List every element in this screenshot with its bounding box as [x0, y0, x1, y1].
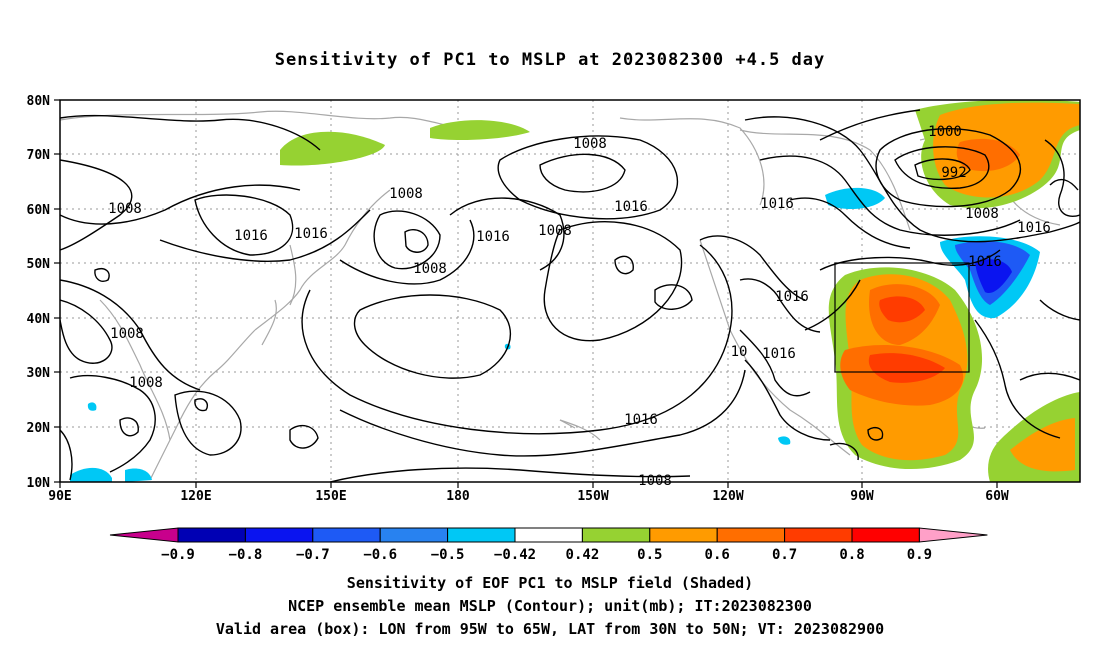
colorbar: −0.9 −0.8 −0.7 −0.6 −0.5 −0.42 0.42 0.5 0.6 0.7 0.… [109, 527, 988, 563]
colorbar-label: 0.42 [566, 547, 600, 563]
axis-ticks [54, 99, 998, 488]
contour-label: 1008 [108, 201, 142, 217]
colorbar-swatch [312, 527, 381, 543]
contour-label: 1016 [1017, 220, 1051, 236]
longitude-labels: 90E 120E 150E 180 150W 120W 90W 60W [48, 489, 1009, 504]
caption-valid-area: Valid area (box): LON from 95W to 65W, L… [215, 620, 885, 638]
contour-label: 1008 [129, 375, 163, 391]
lon-label: 150E [315, 489, 346, 504]
colorbar-swatch [581, 527, 651, 543]
lat-label: 80N [27, 94, 51, 109]
colorbar-label: 0.6 [705, 547, 730, 563]
lat-label: 40N [27, 312, 51, 327]
contour-label: 1016 [614, 199, 648, 215]
lon-label: 120E [180, 489, 211, 504]
sensitivity-shading [70, 100, 1080, 482]
colorbar-swatch [244, 527, 314, 543]
contour-label: 1016 [968, 254, 1002, 270]
caption-shading: Sensitivity of EOF PC1 to MSLP field (Sh… [346, 574, 754, 592]
contour-label: 10 [731, 344, 748, 360]
colorbar-swatch [649, 527, 718, 543]
lon-label: 90W [850, 489, 874, 504]
colorbar-swatch [379, 527, 449, 543]
lat-label: 10N [27, 476, 51, 491]
lat-label: 60N [27, 203, 51, 218]
contour-label: 1008 [413, 261, 447, 277]
colorbar-label: 0.9 [907, 547, 932, 563]
colorbar-label: −0.6 [363, 547, 397, 563]
contour-label: 1008 [389, 186, 423, 202]
map-border [59, 99, 1081, 483]
lat-label: 30N [27, 366, 51, 381]
colorbar-label: 0.8 [839, 547, 864, 563]
contour-label: 992 [941, 165, 966, 181]
colorbar-arrow-high [918, 527, 988, 543]
caption-contour: NCEP ensemble mean MSLP (Contour); unit(… [288, 597, 812, 615]
contour-label: 1000 [928, 124, 962, 140]
contour-label-layer: 1008 1016 1016 1008 1008 1016 1008 1008 … [108, 124, 1051, 489]
contour-label: 1008 [538, 223, 572, 239]
colorbar-label: −0.42 [494, 547, 536, 563]
lat-label: 50N [27, 257, 51, 272]
latitude-labels: 80N 70N 60N 50N 40N 30N 20N 10N [27, 94, 51, 491]
lat-label: 20N [27, 421, 51, 436]
contour-label: 1016 [762, 346, 796, 362]
colorbar-swatch [447, 527, 516, 543]
contour-label: 1016 [624, 412, 658, 428]
lon-label: 60W [985, 489, 1009, 504]
contour-label: 1016 [294, 226, 328, 242]
page-title: Sensitivity of PC1 to MSLP at 2023082300… [274, 50, 826, 70]
contour-label: 1008 [110, 326, 144, 342]
lon-label: 180 [446, 489, 470, 504]
contour-label: 1008 [638, 473, 672, 489]
colorbar-label: 0.5 [637, 547, 662, 563]
colorbar-label: −0.5 [431, 547, 465, 563]
valid-area-box [834, 262, 970, 373]
contour-label: 1008 [573, 136, 607, 152]
contour-label: 1008 [965, 206, 999, 222]
contour-label: 1016 [760, 196, 794, 212]
grid-lines [60, 100, 1080, 482]
colorbar-swatch [784, 527, 853, 543]
lon-label: 120W [712, 489, 743, 504]
mslp-contours [60, 109, 1080, 482]
colorbar-swatch [177, 527, 246, 543]
colorbar-arrow-low [109, 527, 179, 543]
colorbar-label: −0.8 [229, 547, 263, 563]
contour-label: 1016 [775, 289, 809, 305]
colorbar-label: −0.7 [296, 547, 330, 563]
colorbar-swatch [514, 527, 583, 543]
contour-label: 1016 [234, 228, 268, 244]
lon-label: 90E [48, 489, 71, 504]
lat-label: 70N [27, 148, 51, 163]
colorbar-label: 0.7 [772, 547, 797, 563]
contour-label: 1016 [476, 229, 510, 245]
colorbar-swatch [716, 527, 786, 543]
lon-label: 150W [577, 489, 608, 504]
colorbar-label: −0.9 [161, 547, 195, 563]
colorbar-swatch [851, 527, 920, 543]
